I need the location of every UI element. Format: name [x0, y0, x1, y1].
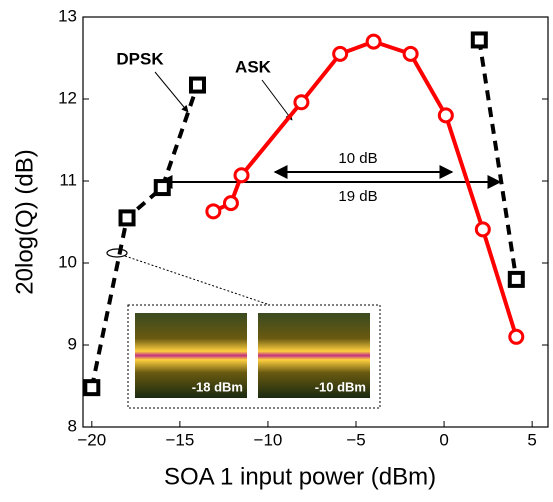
y-tick-label: 10	[58, 252, 77, 271]
pointer	[262, 80, 292, 120]
x-tick-label: −15	[165, 430, 194, 449]
y-tick-label: 8	[68, 416, 77, 435]
marker	[476, 223, 489, 236]
marker	[121, 211, 134, 224]
marker	[510, 330, 523, 343]
x-tick-label: −5	[346, 430, 365, 449]
pointer	[155, 72, 188, 112]
marker	[334, 47, 347, 60]
series-label: ASK	[235, 57, 272, 76]
annotation: 19 dB	[338, 188, 377, 205]
marker	[404, 47, 417, 60]
y-tick-label: 11	[59, 170, 77, 189]
marker	[295, 96, 308, 109]
marker	[156, 181, 169, 194]
marker	[235, 169, 248, 182]
y-tick-label: 13	[58, 6, 77, 25]
y-tick-label: 12	[58, 88, 77, 107]
chart: −20 −15 −10 −5 0 5 8 9 10 11 12 13 10 dB 19 dB DPSK…	[0, 0, 553, 497]
annotation: -18 dBm	[192, 379, 243, 394]
y-tick-label: 9	[68, 334, 77, 353]
page: {"chart_data": {"type": "line", "x_label…	[0, 0, 553, 502]
marker	[85, 381, 98, 394]
pointer	[125, 256, 270, 305]
annotation: 10 dB	[338, 150, 377, 167]
marker	[224, 197, 237, 210]
marker	[510, 273, 523, 286]
x-tick-label: 0	[439, 430, 448, 449]
y-axis-label: 20log(Q) (dB)	[11, 149, 38, 294]
marker	[473, 33, 486, 46]
x-tick-label: −10	[254, 430, 283, 449]
marker	[207, 205, 220, 218]
annotation: -10 dBm	[315, 379, 366, 394]
series-label: DPSK	[116, 49, 164, 68]
marker	[191, 79, 204, 92]
x-tick-label: 5	[527, 430, 536, 449]
x-axis-label: SOA 1 input power (dBm)	[164, 463, 436, 490]
marker	[439, 109, 452, 122]
marker	[367, 35, 380, 48]
eye-marker	[107, 249, 127, 257]
x-tick-label: −20	[77, 430, 106, 449]
